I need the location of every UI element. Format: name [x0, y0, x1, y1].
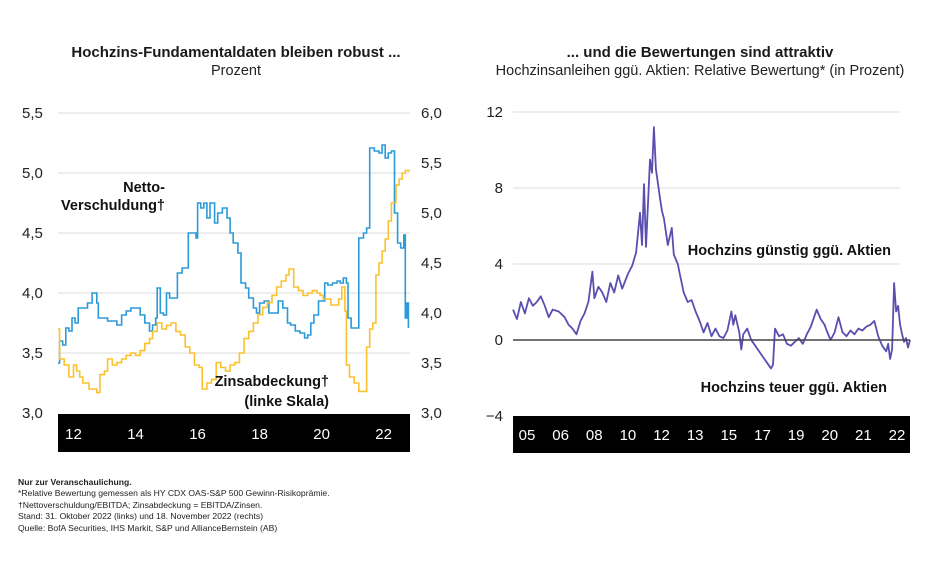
- x-tick-label: 10: [620, 427, 637, 444]
- net-debt-line: [58, 144, 410, 364]
- x-tick-label: 12: [65, 426, 82, 443]
- y-right-tick-label: 4,0: [421, 305, 442, 322]
- relative-valuation-line: [512, 126, 911, 370]
- net-debt-label: Netto-: [123, 180, 165, 196]
- x-tick-label: 08: [586, 427, 603, 444]
- left-chart-title: Hochzins-Fundamentaldaten bleiben robust…: [71, 44, 401, 61]
- x-tick-label: 22: [375, 426, 392, 443]
- x-tick-label: 15: [720, 427, 737, 444]
- y-right-tick-label: 5,0: [421, 205, 442, 222]
- x-tick-label: 13: [687, 427, 704, 444]
- x-axis-band: [58, 414, 410, 452]
- y-right-tick-label: 3,5: [421, 355, 442, 372]
- x-tick-label: 05: [519, 427, 536, 444]
- x-tick-label: 18: [251, 426, 268, 443]
- x-tick-label: 16: [189, 426, 206, 443]
- x-tick-label: 20: [821, 427, 838, 444]
- x-tick-label: 21: [855, 427, 872, 444]
- y-left-tick-label: 3,0: [22, 405, 43, 422]
- y-right-tick-label: 3,0: [421, 405, 442, 422]
- footnote-line: Quelle: BofA Securities, IHS Markit, S&P…: [18, 522, 278, 533]
- interest-coverage-line: [58, 169, 410, 394]
- cheap-annotation: Hochzins günstig ggü. Aktien: [688, 243, 891, 259]
- x-axis-band: [513, 416, 910, 453]
- expensive-annotation: Hochzins teuer ggü. Aktien: [701, 380, 887, 396]
- left-chart-subtitle: Prozent: [211, 63, 261, 79]
- y-right-tick-label: 6,0: [421, 105, 442, 122]
- footnote-line: †Nettoverschuldung/EBITDA; Zinsabdeckung…: [18, 499, 263, 510]
- y-tick-label: 8: [495, 180, 503, 197]
- y-left-tick-label: 5,0: [22, 165, 43, 182]
- net-debt-label: Verschuldung†: [61, 198, 165, 214]
- footnote-disclaimer: Nur zur Veranschaulichung.: [18, 477, 132, 487]
- y-tick-label: 0: [495, 332, 503, 349]
- right-chart-subtitle: Hochzinsanleihen ggü. Aktien: Relative B…: [495, 63, 905, 79]
- x-tick-label: 14: [127, 426, 144, 443]
- x-tick-label: 17: [754, 427, 771, 444]
- y-left-tick-label: 4,5: [22, 225, 43, 242]
- right-chart-title: ... und die Bewertungen sind attraktiv: [566, 44, 834, 61]
- y-tick-label: −4: [486, 408, 503, 425]
- x-tick-label: 19: [788, 427, 805, 444]
- footnote-line: Stand: 31. Oktober 2022 (links) und 18. …: [18, 511, 264, 522]
- x-tick-label: 06: [552, 427, 569, 444]
- y-left-tick-label: 4,0: [22, 285, 43, 302]
- left-chart: 3,0 3,5 4,0 4,5 5,0 5,5 3,0 3,5 4,0 4,5 5,0 5,5 6,0 1…: [22, 105, 442, 452]
- y-left-tick-label: 5,5: [22, 105, 43, 122]
- interest-coverage-label: (linke Skala): [244, 394, 329, 410]
- footnotes: Nur zur Veranschaulichung. *Relative Bew…: [18, 477, 330, 534]
- x-tick-label: 20: [313, 426, 330, 443]
- right-chart: −4 0 4 8 12 05 06 08 10 12 13 15 17 19 20 21 22 Hochzins …: [486, 104, 911, 453]
- y-tick-label: 4: [495, 256, 503, 273]
- x-tick-label: 12: [653, 427, 670, 444]
- y-tick-label: 12: [486, 104, 503, 121]
- x-tick-label: 22: [889, 427, 906, 444]
- y-left-tick-label: 3,5: [22, 345, 43, 362]
- y-right-tick-label: 5,5: [421, 155, 442, 172]
- y-right-tick-label: 4,5: [421, 255, 442, 272]
- interest-coverage-label: Zinsabdeckung†: [215, 374, 329, 390]
- footnote-line: *Relative Bewertung gemessen als HY CDX …: [18, 488, 330, 499]
